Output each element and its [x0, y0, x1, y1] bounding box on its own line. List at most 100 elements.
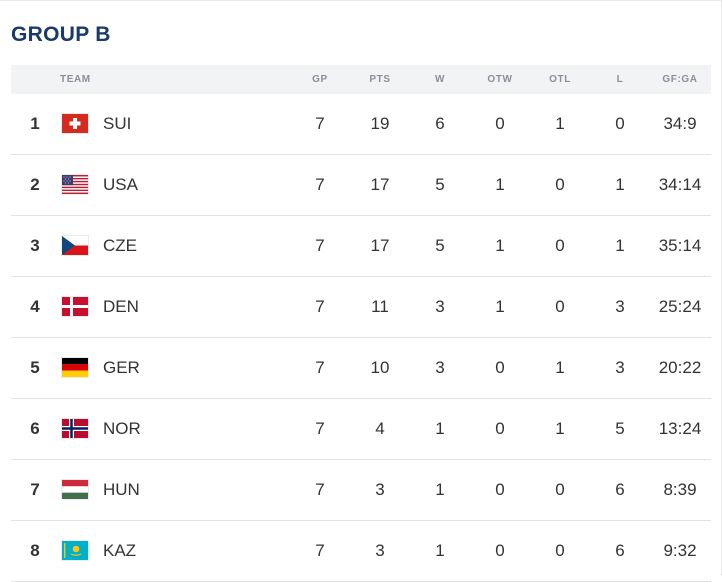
gp-value: 7 — [315, 480, 325, 499]
rank: 1 — [30, 114, 40, 133]
pts-value: 11 — [371, 297, 389, 316]
gp-value: 7 — [315, 358, 325, 377]
rank: 5 — [30, 358, 40, 377]
l-value: 3 — [615, 297, 625, 316]
header-gp: GP — [312, 74, 328, 85]
w-value: 1 — [435, 480, 445, 499]
gp-value: 7 — [315, 541, 325, 560]
otl-value: 1 — [555, 114, 565, 133]
hungary-flag-icon — [62, 480, 88, 499]
otw-value: 0 — [495, 480, 505, 499]
otw-value: 1 — [495, 236, 505, 255]
kazakhstan-flag-icon — [62, 541, 88, 560]
gfga-value: 34:9 — [663, 114, 697, 133]
team-code[interactable]: DEN — [103, 297, 139, 316]
pts-value: 19 — [370, 114, 390, 133]
w-value: 3 — [435, 297, 445, 316]
otl-value: 0 — [555, 541, 565, 560]
w-value: 5 — [435, 236, 445, 255]
pts-value: 3 — [375, 480, 385, 499]
gp-value: 7 — [315, 419, 325, 438]
pts-value: 10 — [370, 358, 390, 377]
header-w: W — [434, 74, 446, 85]
w-value: 3 — [435, 358, 445, 377]
otl-value: 0 — [555, 480, 565, 499]
table-row[interactable]: 2 USA 7 17 5 1 0 — [11, 155, 711, 216]
table-row[interactable]: 5 GER 7 10 3 0 1 3 20:22 — [11, 338, 711, 399]
header-l: L — [616, 74, 624, 85]
gfga-value: 8:39 — [663, 480, 697, 499]
w-value: 1 — [435, 541, 445, 560]
pts-value: 17 — [370, 175, 390, 194]
otl-value: 0 — [555, 236, 565, 255]
team-code[interactable]: USA — [103, 175, 138, 194]
header-otw: OTW — [487, 74, 513, 85]
header-gfga: GF:GA — [662, 74, 698, 85]
team-code[interactable]: NOR — [103, 419, 141, 438]
table-row[interactable]: 3 CZE 7 17 5 1 0 1 35:14 — [11, 216, 711, 277]
rank: 4 — [30, 297, 40, 316]
norway-flag-icon — [62, 419, 88, 438]
table-header: TEAM GP PTS W OTW OTL L GF:GA — [11, 65, 711, 94]
germany-flag-icon — [62, 358, 88, 377]
team-code[interactable]: SUI — [103, 114, 132, 133]
gp-value: 7 — [315, 236, 325, 255]
rank: 7 — [30, 480, 40, 499]
rank: 3 — [30, 236, 40, 255]
table-row[interactable]: 7 HUN 7 3 1 0 0 6 8:39 — [11, 460, 711, 521]
gfga-value: 34:14 — [658, 175, 702, 194]
gfga-value: 35:14 — [658, 236, 702, 255]
l-value: 1 — [615, 236, 625, 255]
header-otl: OTL — [549, 74, 571, 85]
gfga-value: 25:24 — [658, 297, 702, 316]
gfga-value: 9:32 — [663, 541, 697, 560]
otl-value: 0 — [555, 297, 565, 316]
pts-value: 3 — [375, 541, 385, 560]
gp-value: 7 — [315, 297, 325, 316]
gp-value: 7 — [315, 175, 325, 194]
otw-value: 0 — [495, 358, 505, 377]
gp-value: 7 — [315, 114, 325, 133]
standings-rows: 1 SUI 7 19 6 0 1 0 34:9 2 — [11, 94, 711, 582]
pts-value: 4 — [375, 419, 385, 438]
otw-value: 0 — [495, 541, 505, 560]
w-value: 1 — [435, 419, 445, 438]
group-title: GROUP B — [11, 23, 111, 46]
l-value: 5 — [615, 419, 625, 438]
l-value: 6 — [615, 480, 625, 499]
otw-value: 0 — [495, 419, 505, 438]
rank: 2 — [30, 175, 40, 194]
table-row[interactable]: 4 DEN 7 11 3 1 0 3 25:24 — [11, 277, 711, 338]
gfga-value: 20:22 — [658, 358, 702, 377]
otw-value: 1 — [495, 297, 505, 316]
rank: 6 — [30, 419, 40, 438]
team-code[interactable]: GER — [103, 358, 140, 377]
usa-flag-icon — [62, 175, 88, 194]
header-pts: PTS — [369, 74, 391, 85]
table-row[interactable]: 8 KAZ 7 3 1 0 0 6 9:32 — [11, 521, 711, 582]
w-value: 5 — [435, 175, 445, 194]
czechia-flag-icon — [62, 236, 88, 255]
switzerland-flag-icon — [62, 114, 88, 133]
table-row[interactable]: 6 NOR 7 4 1 0 1 5 13:24 — [11, 399, 711, 460]
otl-value: 1 — [555, 358, 565, 377]
otl-value: 1 — [555, 419, 565, 438]
l-value: 0 — [615, 114, 625, 133]
pts-value: 17 — [370, 236, 390, 255]
l-value: 1 — [615, 175, 625, 194]
table-row[interactable]: 1 SUI 7 19 6 0 1 0 34:9 — [11, 94, 711, 155]
l-value: 3 — [615, 358, 625, 377]
otw-value: 0 — [495, 114, 505, 133]
w-value: 6 — [435, 114, 445, 133]
header-team: TEAM — [60, 74, 91, 85]
l-value: 6 — [615, 541, 625, 560]
rank: 8 — [30, 541, 40, 560]
team-code[interactable]: KAZ — [103, 541, 137, 560]
team-code[interactable]: CZE — [103, 236, 137, 255]
otl-value: 0 — [555, 175, 565, 194]
gfga-value: 13:24 — [658, 419, 702, 438]
otw-value: 1 — [495, 175, 505, 194]
team-code[interactable]: HUN — [103, 480, 140, 499]
denmark-flag-icon — [62, 297, 88, 316]
